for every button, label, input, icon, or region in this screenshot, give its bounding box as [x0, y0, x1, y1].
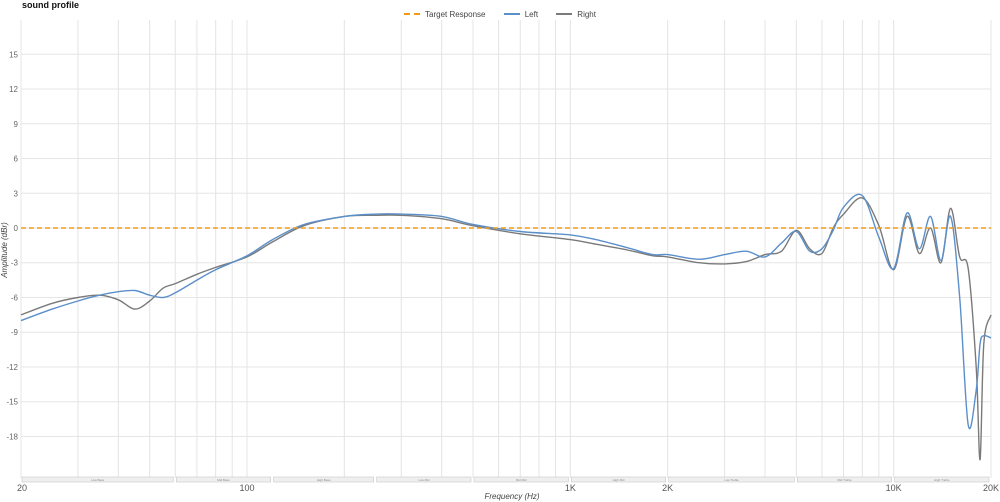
band-mid-treble — [797, 476, 892, 483]
y-tick-label: 3 — [14, 189, 19, 198]
series-lines — [20, 193, 992, 461]
band-mid-mid — [473, 476, 569, 483]
line-swatch-icon — [556, 13, 573, 15]
x-tick-label: 100 — [239, 483, 254, 493]
y-tick-label: 6 — [14, 155, 19, 164]
x-axis-label: Frequency (Hz) — [484, 492, 539, 501]
legend-label: Right — [577, 9, 596, 19]
legend-item-target[interactable]: Target Response — [404, 10, 485, 19]
legend-item-right[interactable]: Right — [556, 10, 596, 19]
y-tick-label: -9 — [11, 328, 19, 337]
x-tick-label: 20K — [983, 483, 999, 493]
series-line-right — [20, 197, 992, 461]
band-high-treble — [894, 476, 990, 483]
band-high-bass — [273, 476, 374, 483]
band-mid-bass — [175, 476, 271, 483]
band-high-mid — [571, 476, 666, 483]
line-swatch-icon — [503, 13, 520, 15]
y-axis-ticks: 15 12 9 6 3 0 -3 -6 -9 -12 -15 -18 — [6, 50, 18, 441]
band-label: High Bass — [317, 478, 331, 482]
band-label: Mid Bass — [217, 478, 230, 482]
chart-title: sound profile — [22, 0, 79, 10]
x-tick-label: 10K — [886, 483, 902, 493]
y-tick-label: 9 — [14, 120, 19, 129]
y-tick-label: -6 — [11, 293, 19, 302]
band-label: Low Mid — [418, 478, 430, 482]
frequency-bands: Low Bass Mid Bass High Bass Low Mid Mid Mid H… — [21, 476, 990, 483]
legend-item-left[interactable]: Left — [503, 9, 539, 19]
band-label: High Treble — [934, 478, 950, 482]
y-tick-label: 12 — [9, 85, 18, 94]
y-axis-label: Amplitude (dBr) — [0, 222, 9, 279]
band-label: Mid Mid — [516, 478, 527, 482]
y-tick-label: -15 — [6, 398, 18, 407]
y-tick-label: 0 — [14, 224, 19, 233]
band-low-bass — [21, 476, 174, 483]
x-tick-label: 20 — [17, 483, 27, 493]
legend-label: Left — [524, 9, 539, 19]
legend: Target Response Left Right — [0, 8, 1000, 19]
band-label: Low Treble — [724, 478, 739, 482]
gridlines — [20, 20, 992, 478]
band-label: Low Bass — [91, 478, 105, 482]
y-tick-label: -12 — [6, 363, 18, 372]
band-low-mid — [376, 476, 472, 483]
y-tick-label: 15 — [9, 50, 18, 59]
x-tick-label: 2K — [662, 483, 673, 493]
y-tick-label: -18 — [6, 432, 18, 441]
band-low-treble — [668, 476, 795, 483]
band-label: High Mid — [613, 478, 625, 482]
dashed-line-swatch-icon — [404, 13, 420, 15]
y-tick-label: -3 — [11, 259, 19, 268]
legend-label: Target Response — [425, 9, 486, 19]
x-tick-label: 1K — [565, 483, 576, 493]
x-axis-ticks: 20 100 1K 2K 10K 20K — [17, 483, 999, 493]
band-label: Mid Treble — [837, 478, 851, 482]
series-line-left — [20, 193, 992, 429]
